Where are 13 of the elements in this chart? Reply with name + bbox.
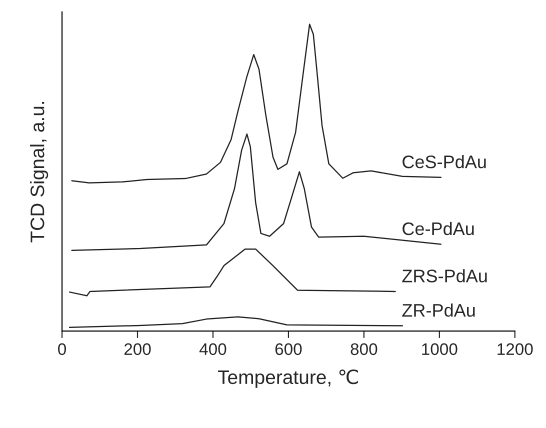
x-tick-label: 1000 [422,343,458,356]
series-label: Ce-PdAu [402,222,474,236]
y-axis-title: TCD Signal, a.u. [30,102,48,242]
x-tick-label: 600 [275,343,302,356]
x-tick-label: 800 [350,343,378,356]
x-axis-title: Temperature, ℃ [218,369,358,388]
series-label: ZRS-PdAu [402,269,487,282]
x-tick-label: 400 [199,343,226,356]
x-tick-label: 0 [58,343,66,356]
x-tick-label: 1200 [498,343,533,356]
series-label: ZR-PdAu [402,303,475,317]
series-label: CeS-PdAu [402,155,486,168]
x-tick-label: 200 [124,343,151,356]
